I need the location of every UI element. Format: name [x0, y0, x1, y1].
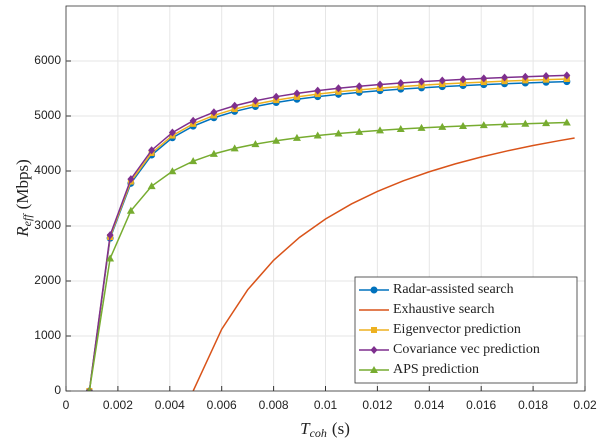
x-tick-label: 0.018	[518, 398, 548, 412]
point	[168, 167, 177, 175]
legend-label: Radar-assisted search	[393, 282, 514, 297]
y-tick-label: 3000	[34, 218, 61, 232]
y-axis-label: Reff(Mbps)	[13, 159, 34, 237]
point	[106, 254, 115, 262]
point	[417, 123, 426, 131]
point	[126, 206, 135, 214]
x-axis-label: Tcoh (s)	[300, 419, 350, 440]
point	[396, 125, 405, 133]
point	[231, 101, 239, 110]
point	[438, 122, 447, 130]
point	[563, 71, 571, 80]
y-tick-label: 4000	[34, 163, 61, 177]
point	[334, 129, 343, 137]
x-tick-label: 0.02	[573, 398, 597, 412]
x-tick-label: 0.012	[362, 398, 392, 412]
point	[334, 84, 342, 93]
point	[376, 80, 384, 89]
point	[148, 146, 156, 155]
point	[168, 128, 176, 137]
y-tick-label: 6000	[34, 53, 61, 67]
x-tick-label: 0.004	[155, 398, 185, 412]
y-tick-label: 0	[54, 383, 61, 397]
x-tick-label: 0.002	[103, 398, 133, 412]
point	[480, 74, 488, 83]
point	[542, 72, 550, 81]
point	[87, 387, 92, 391]
point	[189, 157, 198, 165]
point	[189, 116, 197, 125]
point	[209, 149, 218, 157]
series-line	[88, 78, 567, 391]
legend-label: APS prediction	[393, 362, 479, 377]
point	[459, 121, 468, 129]
legend-marker	[370, 286, 378, 294]
point	[210, 108, 218, 117]
point	[375, 126, 384, 134]
legend-label: Exhaustive search	[393, 302, 494, 317]
point	[438, 76, 446, 85]
point	[272, 92, 280, 101]
y-tick-label: 2000	[34, 273, 61, 287]
point	[397, 79, 405, 87]
legend-marker	[370, 346, 378, 354]
point	[313, 131, 322, 139]
point	[230, 144, 239, 152]
legend-marker	[371, 327, 377, 333]
legend-label: Covariance vec prediction	[393, 342, 540, 357]
point	[418, 77, 426, 86]
point	[479, 121, 488, 129]
point	[542, 119, 551, 127]
axes-box	[65, 5, 586, 392]
x-tick-label: 0.008	[259, 398, 289, 412]
legend-label: Eigenvector prediction	[393, 322, 521, 337]
x-tick-label: 0.006	[207, 398, 237, 412]
point	[521, 119, 530, 127]
point	[459, 75, 467, 84]
point	[292, 133, 301, 141]
legend-box	[354, 276, 578, 384]
x-tick-label: 0	[63, 398, 70, 412]
point	[355, 127, 364, 135]
point	[251, 96, 259, 105]
series-line	[192, 137, 575, 391]
point	[127, 175, 135, 184]
point	[355, 82, 363, 91]
point	[500, 120, 509, 128]
point	[272, 136, 281, 144]
point	[106, 231, 114, 240]
point	[501, 73, 509, 82]
point	[314, 86, 322, 95]
point	[251, 140, 260, 148]
point	[562, 118, 571, 126]
y-tick-label: 5000	[34, 108, 61, 122]
y-tick-label: 1000	[34, 328, 61, 342]
legend-marker	[370, 366, 378, 373]
x-tick-label: 0.016	[466, 398, 496, 412]
series-line	[88, 74, 567, 391]
x-tick-label: 0.01	[314, 398, 338, 412]
x-tick-label: 0.014	[414, 398, 444, 412]
point	[147, 182, 156, 190]
point	[521, 72, 529, 81]
point	[293, 89, 301, 98]
